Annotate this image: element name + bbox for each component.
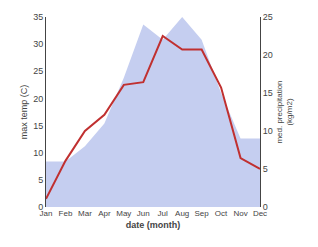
svg-text:20: 20 [263,50,273,60]
svg-text:30: 30 [33,39,43,49]
svg-text:Oct: Oct [215,209,228,218]
svg-text:Feb: Feb [59,209,73,218]
svg-text:0: 0 [263,202,268,212]
svg-text:35: 35 [33,12,43,22]
svg-text:20: 20 [33,94,43,104]
svg-text:Nov: Nov [233,209,247,218]
svg-text:Jun: Jun [137,209,150,218]
svg-text:May: May [116,209,131,218]
svg-text:15: 15 [33,121,43,131]
svg-text:5: 5 [38,175,43,185]
svg-text:Sep: Sep [195,209,210,218]
svg-text:Jan: Jan [40,209,53,218]
svg-text:Apr: Apr [98,209,111,218]
svg-text:25: 25 [33,66,43,76]
svg-text:10: 10 [263,126,273,136]
svg-text:max temp (C): max temp (C) [19,85,29,140]
svg-text:Mar: Mar [78,209,92,218]
svg-text:0: 0 [38,202,43,212]
svg-text:Jul: Jul [158,209,168,218]
svg-text:date (month): date (month) [126,220,181,230]
svg-text:Aug: Aug [175,209,189,218]
svg-text:med. precipitation(kg/m2): med. precipitation(kg/m2) [275,80,294,143]
svg-text:Dec: Dec [253,209,267,218]
svg-text:25: 25 [263,12,273,22]
svg-text:5: 5 [263,164,268,174]
svg-text:15: 15 [263,88,273,98]
svg-text:10: 10 [33,148,43,158]
